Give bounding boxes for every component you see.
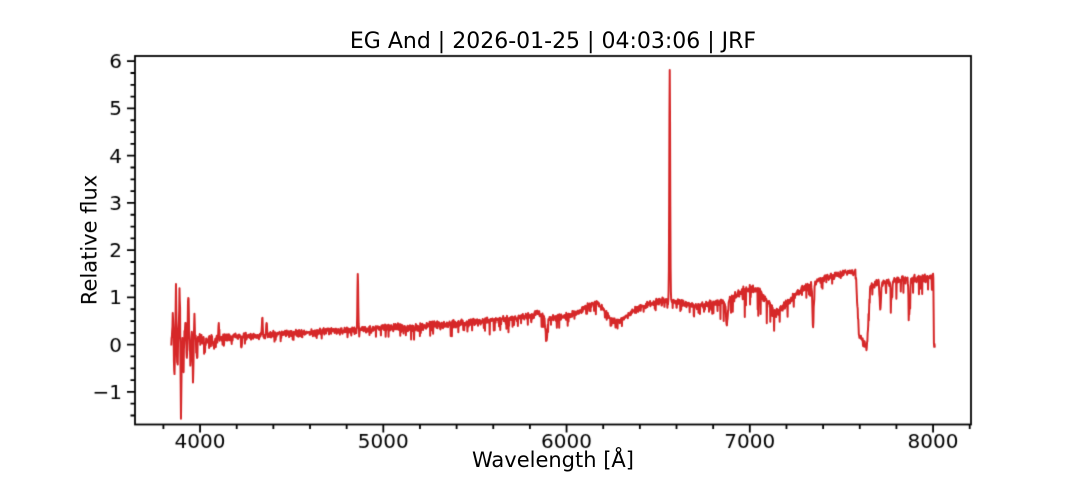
y-axis-label: Relative flux <box>77 174 102 306</box>
chart-title: EG And | 2026-01-25 | 04:03:06 | JRF <box>349 29 757 54</box>
x-axis-label: Wavelength [Å] <box>471 448 634 472</box>
